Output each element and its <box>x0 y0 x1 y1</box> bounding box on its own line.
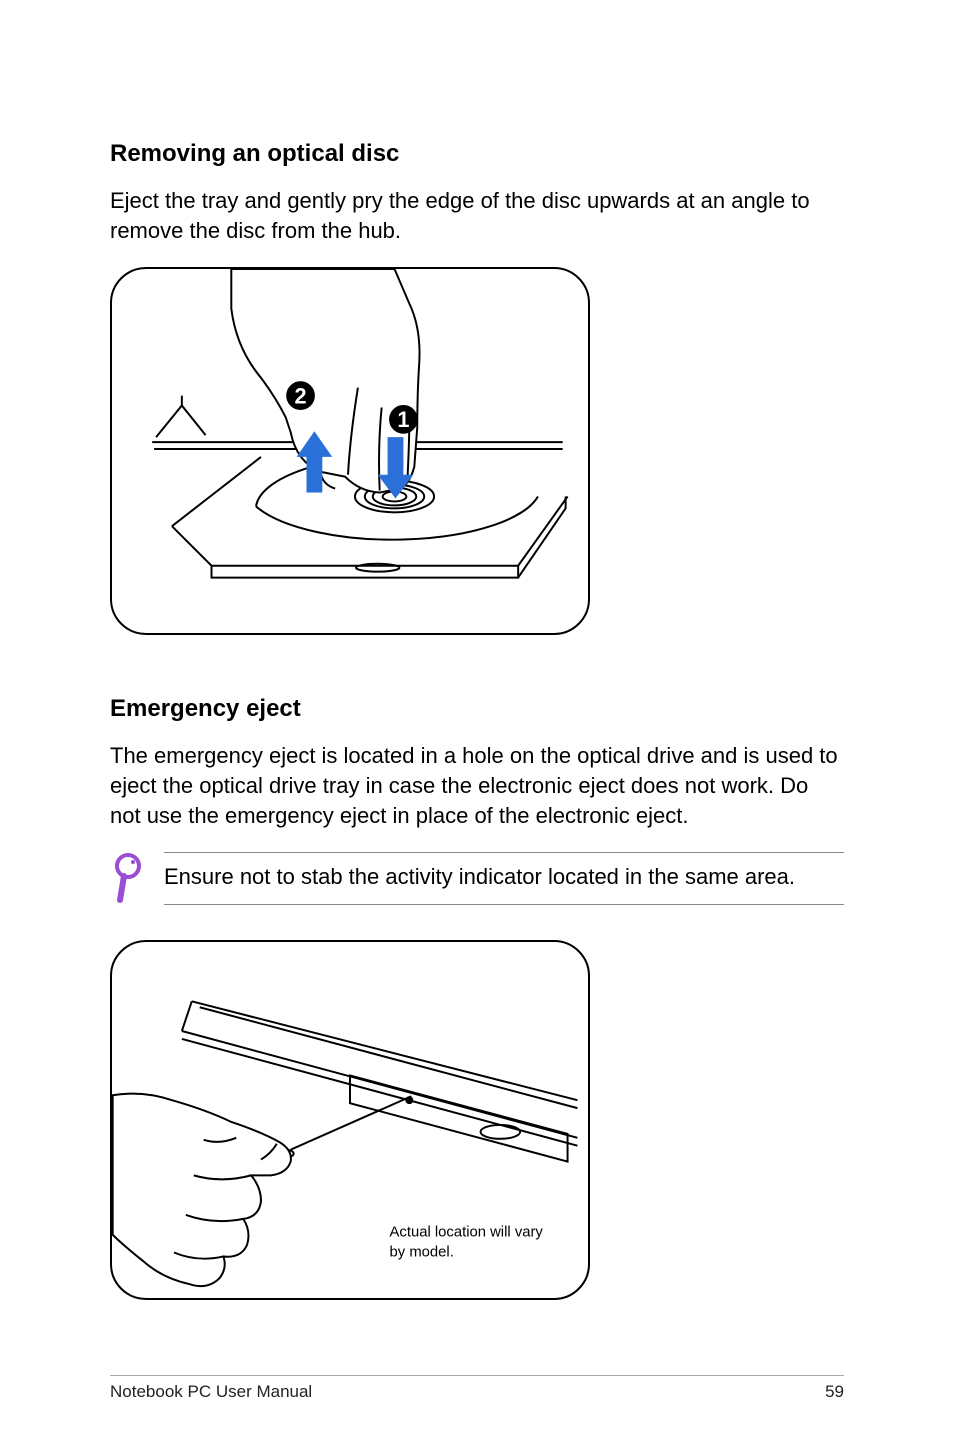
emergency-eject-illustration: Actual location will vary by model. <box>112 942 588 1298</box>
callout-1: 1 <box>397 408 409 433</box>
callout-2: 2 <box>294 384 306 409</box>
diagram-remove-disc: 1 2 <box>110 267 590 635</box>
magnifier-icon <box>110 852 146 906</box>
page-footer: Notebook PC User Manual 59 <box>110 1375 844 1402</box>
section1-body: Eject the tray and gently pry the edge o… <box>110 186 844 245</box>
footer-left: Notebook PC User Manual <box>110 1382 312 1402</box>
section1-heading: Removing an optical disc <box>110 140 844 168</box>
note-row: Ensure not to stab the activity indicato… <box>110 852 844 906</box>
section2-heading: Emergency eject <box>110 695 844 723</box>
diagram2-caption-line1: Actual location will vary <box>390 1225 544 1241</box>
section2-body: The emergency eject is located in a hole… <box>110 741 844 830</box>
remove-disc-illustration: 1 2 <box>112 269 588 633</box>
diagram2-caption-line2: by model. <box>390 1245 454 1261</box>
footer-page-number: 59 <box>825 1382 844 1402</box>
diagram-emergency-eject: Actual location will vary by model. <box>110 940 590 1300</box>
note-text: Ensure not to stab the activity indicato… <box>164 863 844 892</box>
